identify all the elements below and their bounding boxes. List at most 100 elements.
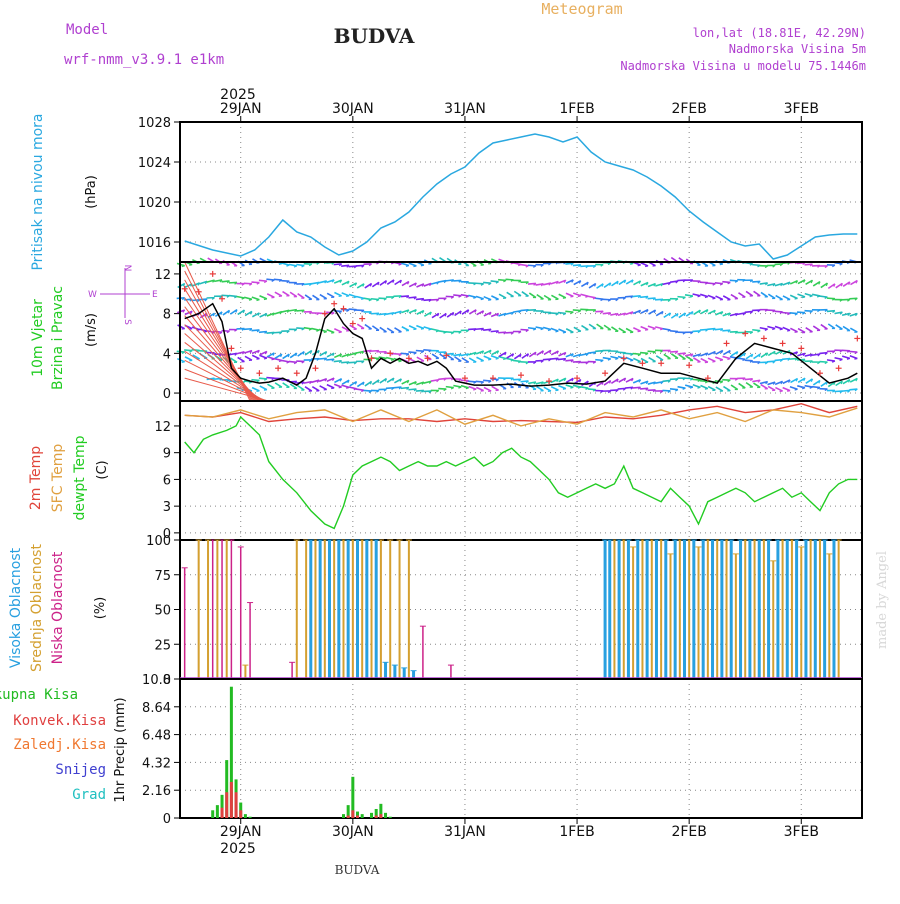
bottom-date-label: 29JAN [220,824,262,840]
footer-station: BUDVA [335,863,380,877]
wind-arrow [641,327,648,330]
wind-arrow [492,386,499,390]
wind-arrow [260,296,267,299]
wind-arrow [692,379,700,380]
wind-arrow [476,283,484,284]
wind-arrow [664,354,671,358]
wind-arrow [783,327,790,330]
wind-arrow [790,328,797,332]
wind-fan-line [185,369,267,401]
wind-arrow [462,358,469,362]
wind-arrow-head [421,329,424,330]
chart-panels: 101610201024102804812036912025507510002.… [138,116,862,827]
wind-arrow-head [630,360,633,361]
wind-arrow [648,326,656,328]
convective-precip-bar [379,814,382,818]
pressure-ytick-label: 1024 [138,156,171,171]
wind-arrow [365,325,372,329]
wind-arrow [476,387,483,390]
wind-arrow-head [555,331,558,332]
wind-arrow [610,356,618,358]
wind-arrow [251,282,259,283]
wind-arrow [819,362,827,363]
wind-arrow [670,389,678,390]
sfctemp-side-label: SFC Temp [50,444,66,513]
wind-arrow [491,356,499,359]
wind-arrow [760,328,768,329]
wind-arrow [604,325,611,329]
wind-arrow [730,280,738,281]
wind-arrow [349,387,357,389]
wind-arrow [805,294,813,296]
wind-arrow [461,386,469,388]
total-precip-bars [211,687,392,818]
wind-arrow [178,325,185,329]
temp-unit: (C) [95,460,110,479]
wind-arrow [655,327,663,329]
wind-arrow [334,292,341,295]
wind-arrow [686,356,693,360]
wind-arrow [565,311,573,312]
wind-arrow [372,326,379,331]
wind-arrow [468,295,476,297]
wind-arrow [498,280,506,281]
wind-arrow [641,263,648,266]
bottom-date-label: 3FEB [784,824,819,840]
wind-arrow [573,293,581,296]
wind-arrow [267,294,274,298]
wind-arrow [746,291,753,295]
wind-arrow-head [212,388,215,390]
credit-watermark: made by Angel [875,551,890,649]
wind-arrow [507,292,514,296]
wind-arrow [305,387,312,391]
cloud-ytick-label: 50 [154,604,171,619]
wind-arrow [805,386,813,387]
wind-arrow [237,296,245,297]
wind-arrow [199,379,207,381]
wind-arrow [260,386,267,390]
wind-arrow [455,357,462,361]
wind-arrow [611,327,618,331]
wind-arrow [341,309,349,310]
wind-arrow [177,382,184,385]
wind-arrow [274,279,282,280]
wind-arrow [588,389,596,390]
wind-arrow [753,383,760,387]
wind-arrow [283,292,290,296]
total-precip-bar [389,817,392,818]
wind-arrow [821,325,828,330]
wind-arrow-head [653,329,656,330]
wind-ytick-label: 4 [163,347,171,362]
wind-arrow [723,356,731,358]
mid-cloud-bars [196,540,842,679]
wind-arrow [469,358,476,362]
convective-precip-bar [347,815,350,818]
wind-arrow-head [256,391,259,392]
wind-arrow [551,295,558,299]
wind-arrow [537,295,544,299]
wind-arrow [827,298,835,299]
wind-arrow [782,313,790,314]
wind-arrow [737,358,745,359]
wind-arrow [274,359,282,361]
wind-arrow [739,293,746,297]
wind-arrow [506,279,514,280]
wind-arrow [589,324,596,328]
temperature-ytick-label: 9 [163,447,171,462]
wind-arrow [633,328,640,331]
top-date-label: 1FEB [559,101,594,117]
temp2m-line [185,404,858,423]
wind-arrow [298,386,305,390]
precip-ytick-label: 0 [163,812,171,827]
wind-arrow [715,357,723,360]
wind-arrow-head [190,382,192,384]
wind-arrow [626,328,633,332]
wind-arrow-head [720,360,723,361]
wind-arrow [850,328,857,332]
wind-arrow-head [697,387,700,388]
wind-arrow-head [339,387,342,388]
wind-arrow [296,265,304,266]
